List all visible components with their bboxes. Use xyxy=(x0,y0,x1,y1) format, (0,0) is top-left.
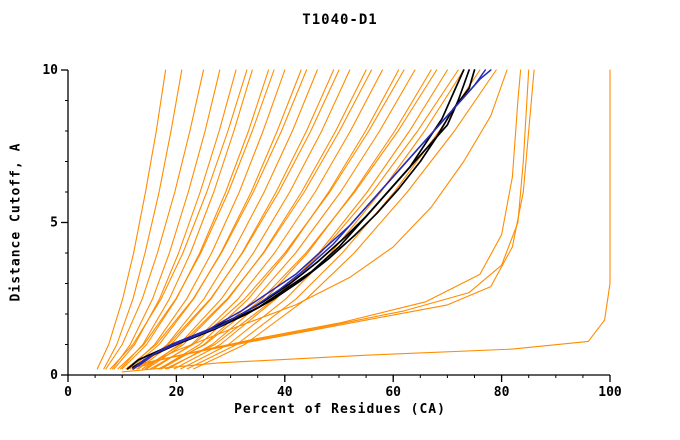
svg-text:60: 60 xyxy=(385,385,401,400)
svg-text:40: 40 xyxy=(277,385,293,400)
svg-text:0: 0 xyxy=(64,385,72,400)
svg-text:5: 5 xyxy=(50,216,58,231)
svg-text:20: 20 xyxy=(169,385,185,400)
svg-text:10: 10 xyxy=(42,63,58,78)
x-axis-label: Percent of Residues (CA) xyxy=(234,402,446,417)
svg-text:0: 0 xyxy=(50,368,58,383)
svg-text:100: 100 xyxy=(598,385,622,400)
chart-title: T1040-D1 xyxy=(302,12,378,28)
svg-text:80: 80 xyxy=(494,385,510,400)
